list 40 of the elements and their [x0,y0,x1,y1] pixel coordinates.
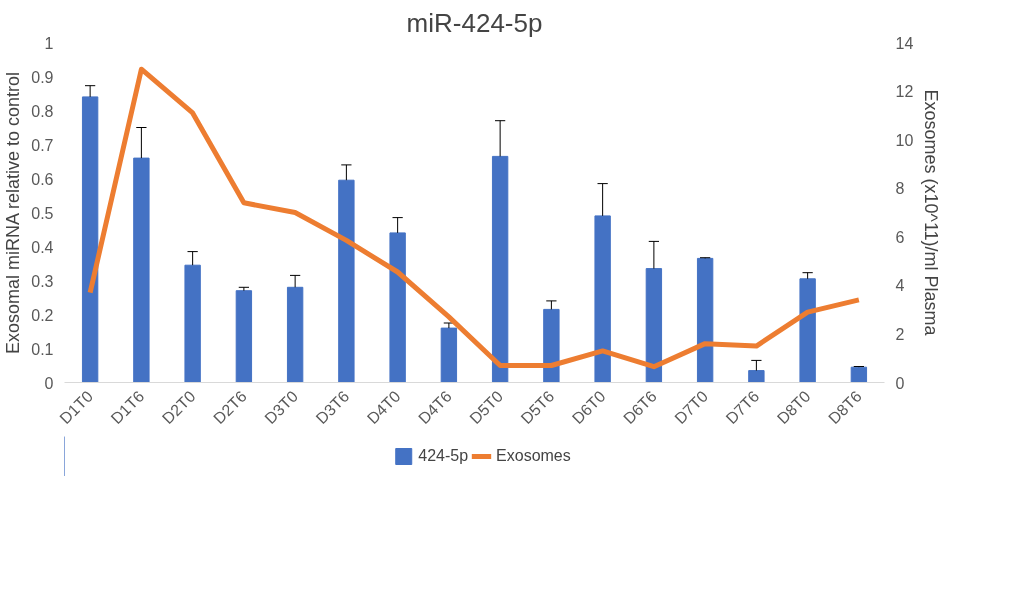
y2-tick-label: 14 [895,34,914,52]
bar [645,268,663,383]
legend-label: 424-5p [418,447,469,465]
y-tick-label: 0.3 [31,272,54,290]
y-axis-title: Exosomal miRNA relative to control [3,71,24,355]
bar [440,327,458,383]
bar [799,278,816,383]
y-tick-label: 0.6 [31,170,54,188]
bar [81,96,99,383]
y-tick-label: 0.1 [31,340,54,358]
y2-axis-title: Exosomes (x10^11)/ml Plasma [921,89,942,337]
y-tick-label: 0 [44,374,54,392]
y-tick-label: 0.5 [31,204,54,222]
y2-tick-label: 6 [895,228,905,246]
y2-tick-label: 2 [895,325,905,343]
y-tick-label: 0.4 [31,238,54,256]
legend-label: Exosomes [496,447,571,465]
bar [389,232,406,383]
bar [133,157,150,383]
bar [594,215,611,383]
bar [850,366,868,383]
chart-title: miR-424-5p [406,7,543,38]
y-tick-label: 0.9 [31,68,54,86]
y2-tick-label: 4 [895,277,905,295]
y2-tick-label: 8 [895,180,905,198]
bar [235,290,253,383]
bar [184,264,201,383]
bar [286,286,304,383]
y2-tick-label: 12 [895,83,914,101]
bar [696,257,714,383]
bar [748,370,765,383]
bar [338,179,355,383]
y-tick-label: 0.7 [31,136,54,154]
y-tick-label: 1 [44,34,54,52]
y-tick-label: 0.8 [31,102,54,120]
bar [543,308,560,383]
y2-tick-label: 10 [895,131,914,149]
bar [491,155,509,383]
y-tick-label: 0.2 [31,306,54,324]
y2-tick-label: 0 [895,374,905,392]
